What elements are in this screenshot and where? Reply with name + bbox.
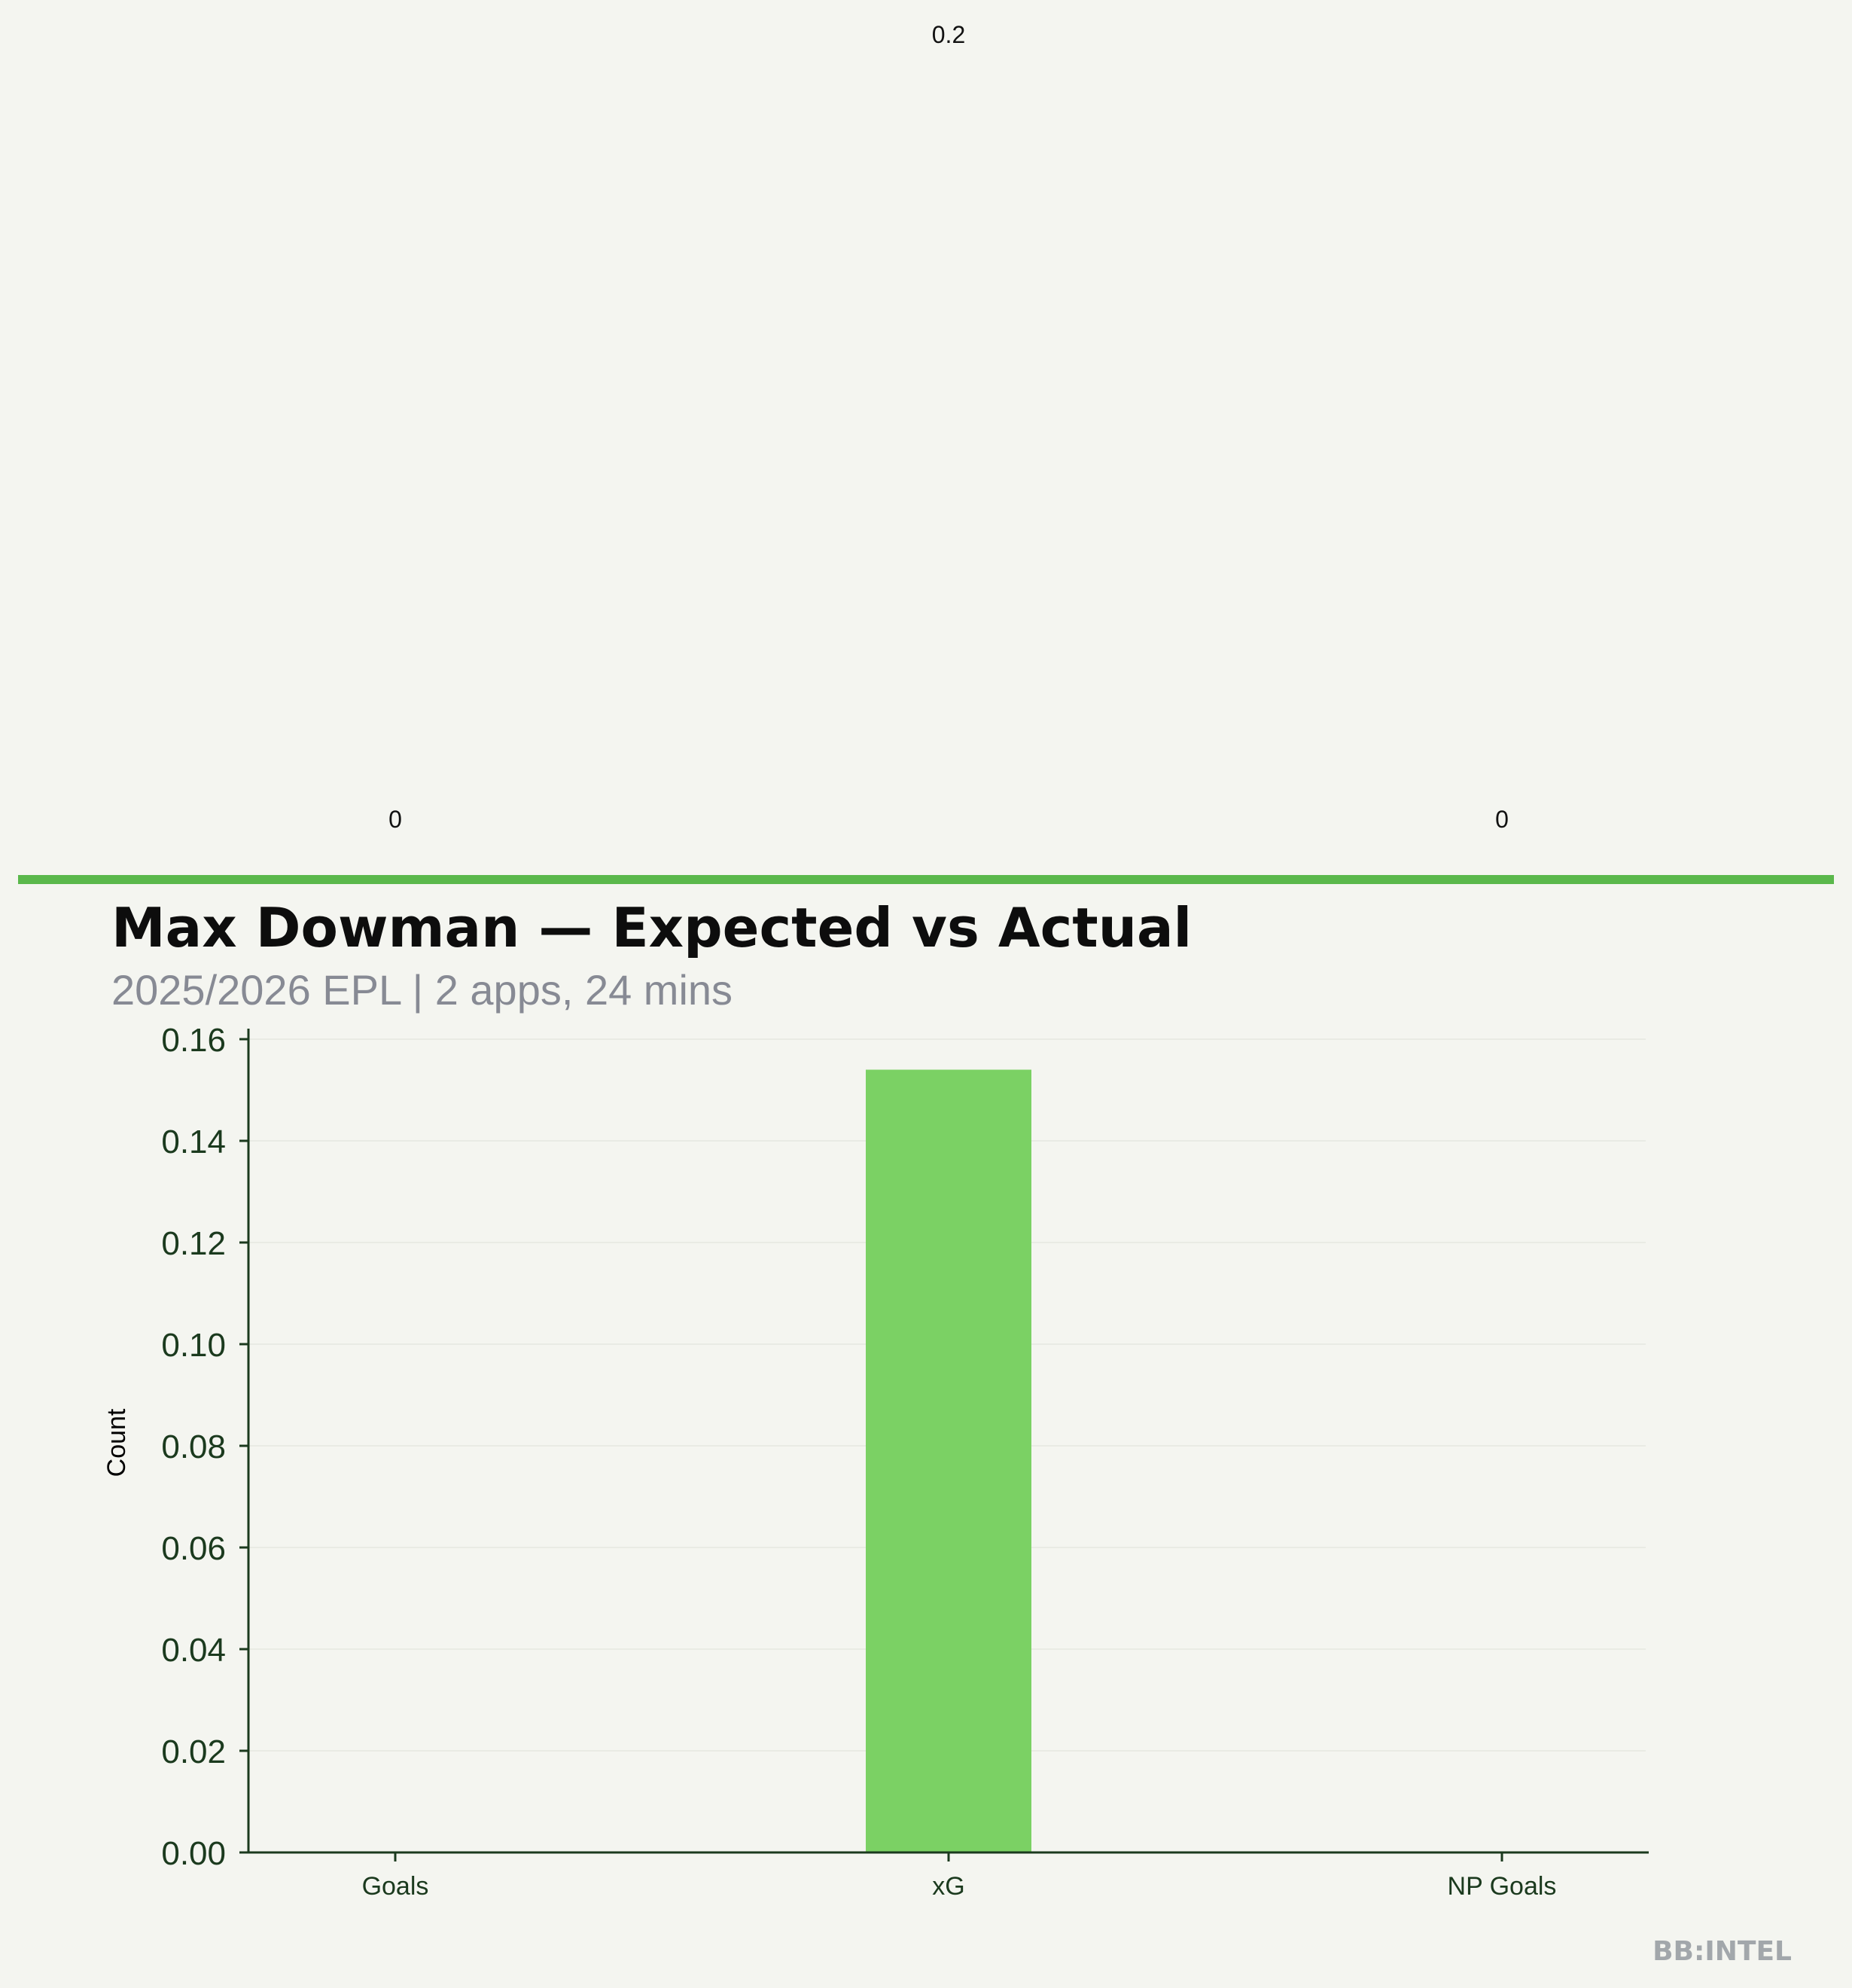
y-tick-label: 0.08 (161, 1428, 226, 1465)
y-ticks: 0.00 0.02 0.04 0.06 0.08 0.10 0.12 0.14 0.16 (161, 1022, 248, 1872)
y-tick-label: 0.04 (161, 1632, 226, 1669)
watermark: BB:INTEL (1652, 1936, 1792, 1967)
y-tick-label: 0.16 (161, 1022, 226, 1059)
bar (866, 1069, 1031, 1852)
x-tick-label: NP Goals (1448, 1872, 1557, 1901)
data-label: 0 (388, 806, 402, 833)
y-tick-label: 0.00 (161, 1835, 226, 1872)
data-label: 0.2 (932, 21, 965, 48)
chart-title: Max Dowman — Expected vs Actual (111, 896, 1192, 959)
x-tick-label: xG (932, 1872, 964, 1901)
y-tick-label: 0.12 (161, 1225, 226, 1262)
data-label: 0 (1495, 806, 1509, 833)
y-tick-label: 0.02 (161, 1733, 226, 1770)
y-tick-label: 0.06 (161, 1530, 226, 1567)
value-labels: 00.200.20 (388, 21, 1509, 833)
y-tick-label: 0.14 (161, 1124, 226, 1160)
chart-subtitle: 2025/2026 EPL | 2 apps, 24 mins (111, 966, 733, 1014)
x-tick-label: Goals (362, 1872, 429, 1901)
bars (866, 1069, 1031, 1852)
y-axis-label: Count (102, 1408, 131, 1477)
y-tick-label: 0.10 (161, 1327, 226, 1364)
